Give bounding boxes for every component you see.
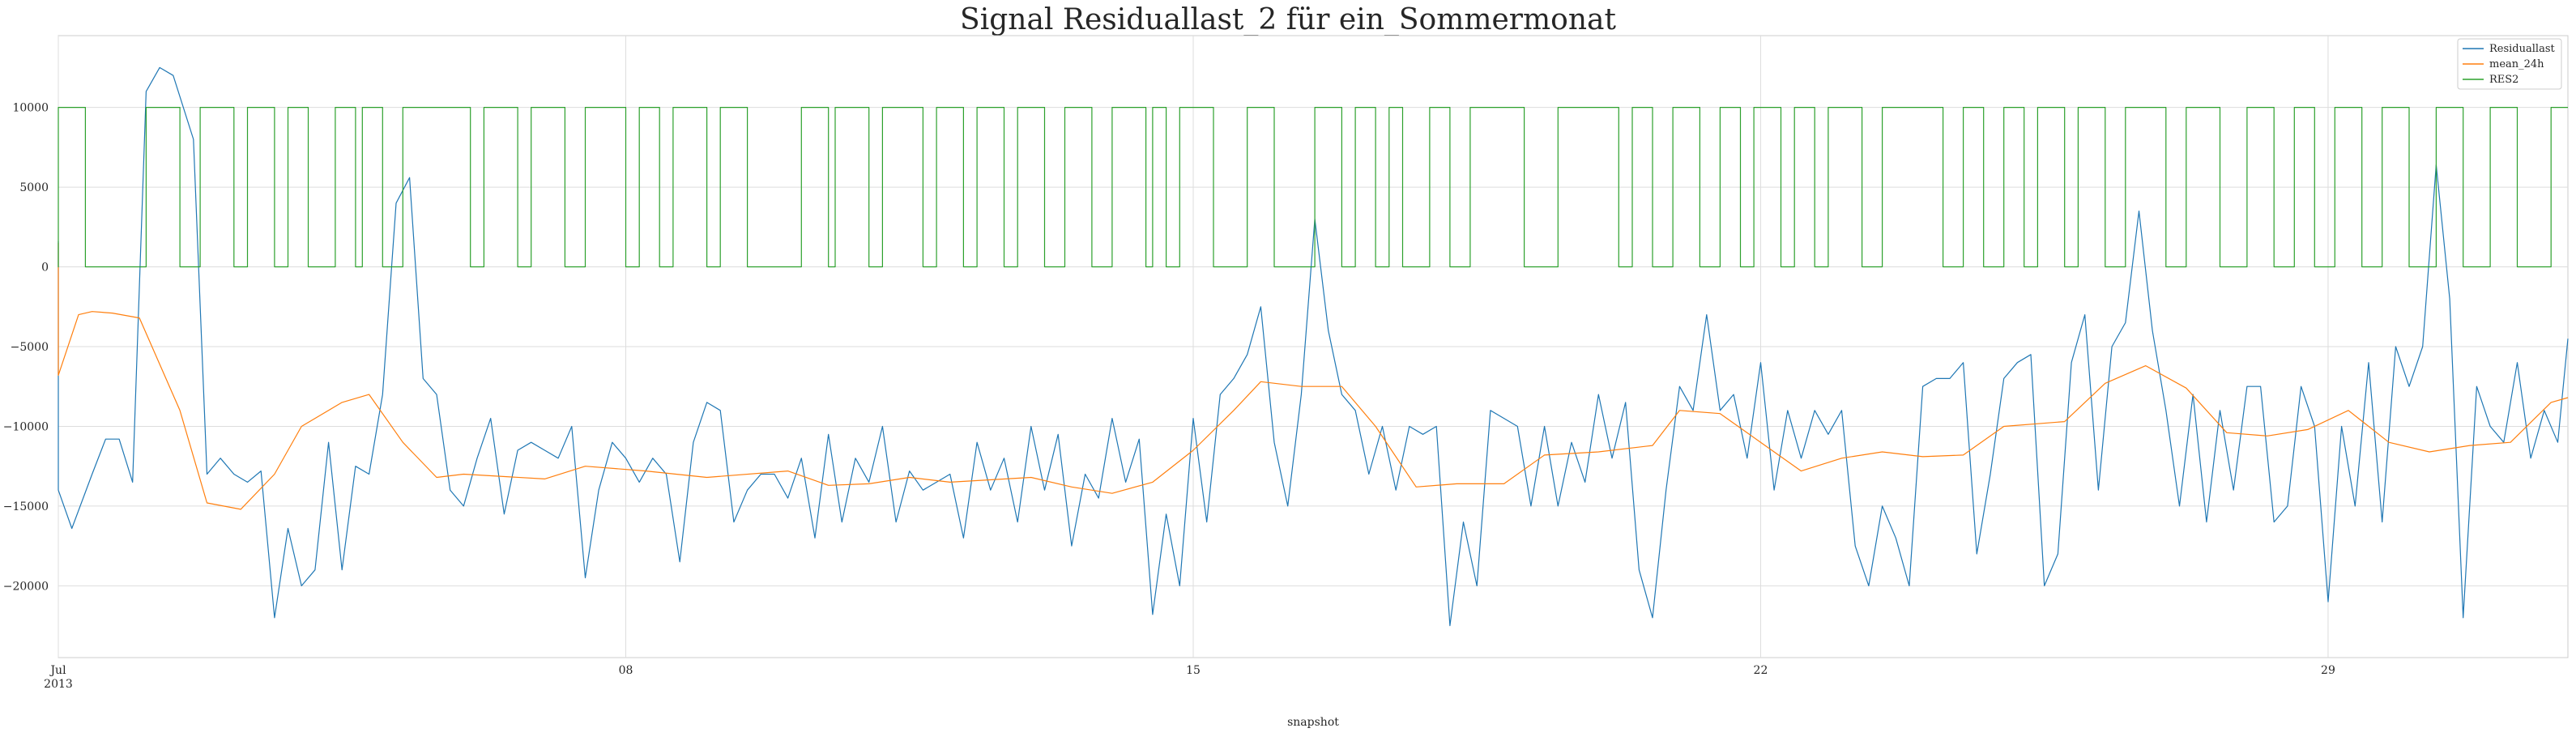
legend-label-res2: RES2 <box>2489 74 2518 86</box>
x-tick-sublabel: 2013 <box>44 678 73 691</box>
legend-box <box>2457 38 2562 90</box>
y-tick-label: 10000 <box>12 102 49 115</box>
chart-title: Signal Residuallast_2 für ein_Sommermona… <box>960 3 1616 36</box>
y-tick-label: 0 <box>41 262 49 275</box>
series-line-res2 <box>58 107 2568 268</box>
x-tick-label: Jul <box>49 664 66 677</box>
x-tick-label: 15 <box>1186 664 1201 677</box>
y-tick-label: −5000 <box>11 341 49 354</box>
y-tick-label: −15000 <box>3 500 49 513</box>
y-axis: 10000 5000 0 −5000 −10000 −15000 −20000 <box>3 102 49 594</box>
series-line-mean-24h <box>58 243 2569 510</box>
series-layer <box>58 66 2569 627</box>
x-tick-label: 08 <box>619 664 633 677</box>
y-tick-label: −20000 <box>3 580 49 593</box>
y-tick-label: 5000 <box>19 181 49 194</box>
x-tick-label: 29 <box>2321 664 2335 677</box>
series-line-residuallast <box>58 66 2569 627</box>
legend-label-mean-24h: mean_24h <box>2489 58 2544 70</box>
legend: Residuallast mean_24h RES2 <box>2457 38 2562 90</box>
y-tick-label: −10000 <box>3 420 49 433</box>
legend-label-residuallast: Residuallast <box>2489 43 2555 55</box>
x-tick-label: 22 <box>1754 664 1768 677</box>
x-axis-label: snapshot <box>1287 716 1339 729</box>
